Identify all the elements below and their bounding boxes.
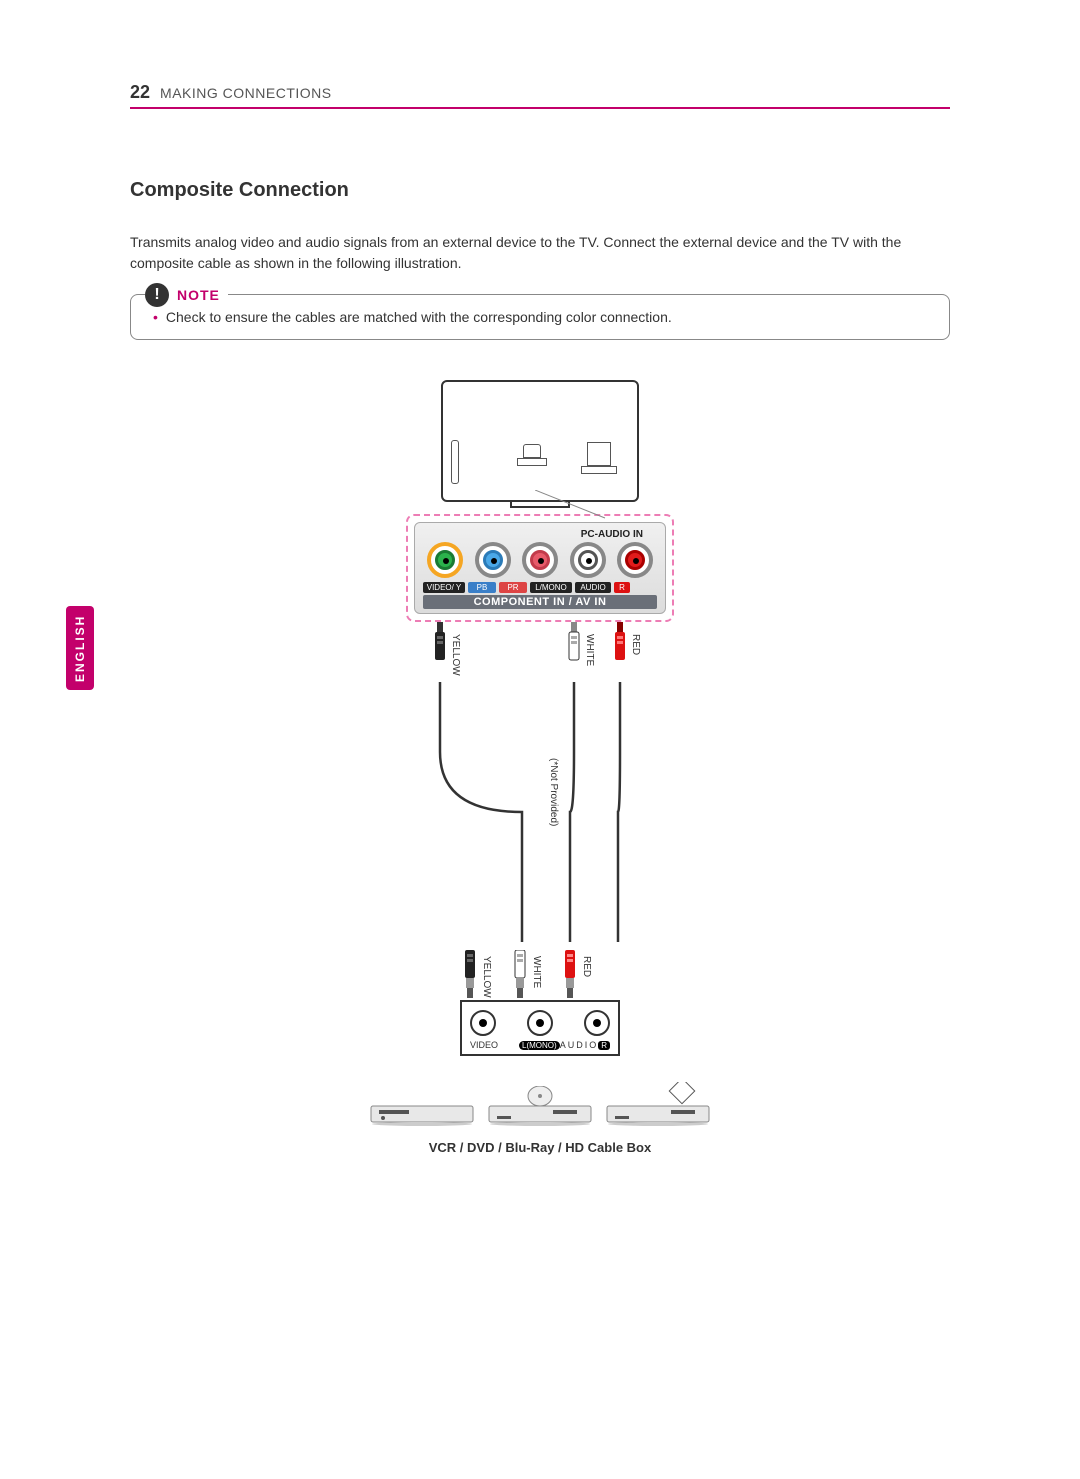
dp-jack-video <box>470 1010 496 1036</box>
dp-r-label: R <box>598 1041 610 1050</box>
tv-input-panel: PC-AUDIO IN VIDEO/ Y PB PR L/MONO AUDIO … <box>406 514 674 622</box>
jack-pb <box>475 542 511 578</box>
plug-red-top <box>614 622 626 662</box>
plug-white-bot <box>513 950 527 1000</box>
jack-audio-r <box>617 542 653 578</box>
pc-audio-label: PC-AUDIO IN <box>423 529 657 540</box>
note-list: Check to ensure the cables are matched w… <box>149 309 931 325</box>
plug-yellow-top <box>434 622 446 662</box>
plug-yellow-bot <box>463 950 477 1000</box>
page-number: 22 <box>130 82 150 103</box>
dvd-icon <box>487 1086 593 1126</box>
page-header: 22 MAKING CONNECTIONS <box>130 82 950 109</box>
jacks-row <box>423 540 657 580</box>
dp-jack-r <box>584 1010 610 1036</box>
devices-row <box>340 1082 740 1126</box>
dp-video-label: VIDEO <box>470 1040 498 1050</box>
panel-bar: COMPONENT IN / AV IN <box>423 595 657 609</box>
note-label: NOTE <box>177 287 220 303</box>
plug-label-white: WHITE <box>584 634 595 666</box>
jack-pr <box>522 542 558 578</box>
jack-labels: VIDEO/ Y PB PR L/MONO AUDIO R <box>423 582 657 593</box>
cable-area: (*Not Provided) <box>410 682 670 942</box>
jack-lmono <box>570 542 606 578</box>
label-pb: PB <box>468 582 496 593</box>
top-plugs: YELLOW WHITE RED <box>410 622 670 682</box>
plugb-label-red: RED <box>581 956 592 977</box>
note-box: ! NOTE Check to ensure the cables are ma… <box>130 294 950 340</box>
connection-diagram: PC-AUDIO IN VIDEO/ Y PB PR L/MONO AUDIO … <box>340 380 740 1155</box>
dp-audio-label: AUDIO <box>560 1040 599 1050</box>
label-lmono: L/MONO <box>530 582 572 593</box>
plug-label-red: RED <box>630 634 641 655</box>
label-pr: PR <box>499 582 527 593</box>
language-tab: ENGLISH <box>66 606 94 690</box>
callout-line <box>535 490 655 520</box>
jack-video-y <box>427 542 463 578</box>
bottom-plugs: YELLOW WHITE RED <box>445 942 635 1002</box>
section-body: Transmits analog video and audio signals… <box>130 232 950 274</box>
info-icon: ! <box>145 283 169 307</box>
label-r: R <box>614 582 630 593</box>
note-legend: ! NOTE <box>145 283 228 307</box>
label-audio: AUDIO <box>575 582 611 593</box>
plug-white-top <box>568 622 580 662</box>
dp-lmono-label: L(MONO) <box>519 1041 560 1050</box>
note-item: Check to ensure the cables are matched w… <box>153 309 931 325</box>
tv-back-icon <box>441 380 639 502</box>
section-title: Composite Connection <box>130 179 950 202</box>
plug-red-bot <box>563 950 577 1000</box>
label-video-y: VIDEO/ Y <box>423 582 465 593</box>
dp-jack-lmono <box>527 1010 553 1036</box>
manual-page: 22 MAKING CONNECTIONS Composite Connecti… <box>0 0 1080 1215</box>
not-provided-label: (*Not Provided) <box>548 758 559 826</box>
cable-box-icon <box>605 1082 711 1126</box>
plugb-label-yellow: YELLOW <box>481 956 492 998</box>
plug-label-yellow: YELLOW <box>450 634 461 676</box>
vcr-icon <box>369 1096 475 1126</box>
header-title: MAKING CONNECTIONS <box>160 85 332 101</box>
device-input-panel: VIDEO L(MONO)AUDIOR <box>460 1000 620 1056</box>
diagram-caption: VCR / DVD / Blu-Ray / HD Cable Box <box>340 1140 740 1155</box>
plugb-label-white: WHITE <box>531 956 542 988</box>
